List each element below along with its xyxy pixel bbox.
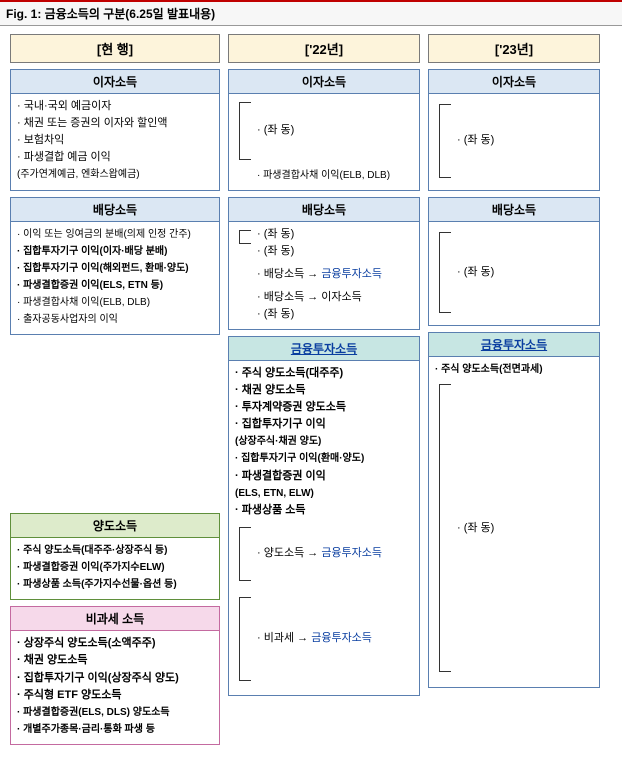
sub-hdr: 배당소득: [229, 198, 419, 222]
item: · (좌 동): [257, 226, 413, 243]
item: · 개별주가종목·금리·통화 파생 등: [17, 721, 213, 738]
item: · 주식형 ETF 양도소득: [17, 687, 213, 704]
column-2023: ['23년] 이자소득 · (좌 동) 배당소득 · (좌 동): [428, 34, 600, 694]
sub-hdr: 금융투자소득: [229, 337, 419, 361]
item: · 투자계약증권 양도소득: [235, 399, 413, 416]
box-body: · (좌 동) · 파생결합사채 이익(ELB, DLB): [229, 94, 419, 190]
same-label: · (좌 동): [457, 264, 494, 281]
item: · 집합투자기구 이익: [235, 416, 413, 433]
item: (주가연계예금, 엔화스왑예금): [17, 166, 213, 183]
header-current: [현 행]: [10, 34, 220, 63]
item: · 주식 양도소득(대주주): [235, 365, 413, 382]
box-invest-mid: 금융투자소득 · 주식 양도소득(대주주) · 채권 양도소득 · 투자계약증권…: [228, 336, 420, 695]
item: · 파생결합사채 이익(ELB, DLB): [257, 167, 413, 184]
box-dividend-right: 배당소득 · (좌 동): [428, 197, 600, 326]
header-2022: ['22년]: [228, 34, 420, 63]
box-body: · 주식 양도소득(전면과세) · (좌 동): [429, 357, 599, 687]
box-invest-right: 금융투자소득 · 주식 양도소득(전면과세) · (좌 동): [428, 332, 600, 688]
item: · 파생상품 소득(주가지수선물·옵션 등): [17, 576, 213, 593]
box-interest-right: 이자소득 · (좌 동): [428, 69, 600, 191]
item: · 파생결합증권(ELS, DLS) 양도소득: [17, 704, 213, 721]
box-dividend-mid: 배당소득 · (좌 동) · (좌 동) · 배당소득 → 금융투자소득 · 배…: [228, 197, 420, 330]
box-body: · 주식 양도소득(대주주·상장주식 등) · 파생결합증권 이익(주가지수EL…: [11, 538, 219, 599]
item: · 집합투자기구 이익(환매·양도): [235, 450, 413, 467]
item: · 집합투자기구 이익(해외펀드, 환매·양도): [17, 260, 213, 277]
item: · 배당소득 → 이자소득: [257, 289, 413, 306]
box-body: · 상장주식 양도소득(소액주주) · 채권 양도소득 · 집합투자기구 이익(…: [11, 631, 219, 743]
item: · 채권 양도소득: [235, 382, 413, 399]
item: · 채권 양도소득: [17, 652, 213, 669]
item: · 채권 또는 증권의 이자와 할인액: [17, 115, 213, 132]
item: · 보험차익: [17, 132, 213, 149]
same-label: · (좌 동): [457, 132, 494, 149]
item: (ELS, ETN, ELW): [235, 485, 413, 502]
item: · 파생결합증권 이익(ELS, ETN 등): [17, 277, 213, 294]
item: · 집합투자기구 이익(이자·배당 분배): [17, 243, 213, 260]
box-body: · 국내·국외 예금이자 · 채권 또는 증권의 이자와 할인액 · 보험차익 …: [11, 94, 219, 190]
box-body: · 주식 양도소득(대주주) · 채권 양도소득 · 투자계약증권 양도소득 ·…: [229, 361, 419, 694]
header-2023: ['23년]: [428, 34, 600, 63]
box-body: · (좌 동) · (좌 동) · 배당소득 → 금융투자소득 · 배당소득 →…: [229, 222, 419, 329]
item: · (좌 동): [257, 306, 413, 323]
item: · 집합투자기구 이익(상장주식 양도): [17, 670, 213, 687]
box-body: · (좌 동): [429, 94, 599, 190]
same-label: · (좌 동): [257, 98, 413, 139]
item: · 상장주식 양도소득(소액주주): [17, 635, 213, 652]
item: · 파생결합 예금 이익: [17, 149, 213, 166]
box-interest-mid: 이자소득 · (좌 동) · 파생결합사채 이익(ELB, DLB): [228, 69, 420, 191]
item: · 출자공동사업자의 이익: [17, 311, 213, 328]
sub-hdr: 이자소득: [429, 70, 599, 94]
item: · 주식 양도소득(대주주·상장주식 등): [17, 542, 213, 559]
column-2022: ['22년] 이자소득 · (좌 동) · 파생결합사채 이익(ELB, DLB…: [228, 34, 420, 702]
box-body: · (좌 동): [429, 222, 599, 325]
item: (상장주식·채권 양도): [235, 433, 413, 450]
item: · 파생결합증권 이익(주가지수ELW): [17, 559, 213, 576]
item: · 국내·국외 예금이자: [17, 98, 213, 115]
box-body: · 이익 또는 잉여금의 분배(의제 인정 간주) · 집합투자기구 이익(이자…: [11, 222, 219, 334]
box-interest-left: 이자소득 · 국내·국외 예금이자 · 채권 또는 증권의 이자와 할인액 · …: [10, 69, 220, 191]
sub-hdr: 배당소득: [11, 198, 219, 222]
same-label: · (좌 동): [457, 520, 494, 537]
item: · 파생결합증권 이익: [235, 468, 413, 485]
item: · 주식 양도소득(전면과세): [435, 361, 593, 378]
item: · 양도소득 → 금융투자소득: [257, 545, 382, 562]
sub-hdr: 배당소득: [429, 198, 599, 222]
sub-hdr: 이자소득: [229, 70, 419, 94]
figure-title: Fig. 1: 금융소득의 구분(6.25일 발표내용): [0, 0, 622, 26]
item: · (좌 동): [257, 243, 413, 260]
box-dividend-left: 배당소득 · 이익 또는 잉여금의 분배(의제 인정 간주) · 집합투자기구 …: [10, 197, 220, 335]
diagram-canvas: [현 행] 이자소득 · 국내·국외 예금이자 · 채권 또는 증권의 이자와 …: [0, 26, 622, 763]
item: · 파생결합사채 이익(ELB, DLB): [17, 294, 213, 311]
item: · 파생상품 소득: [235, 502, 413, 519]
sub-hdr: 양도소득: [11, 514, 219, 538]
column-current: [현 행] 이자소득 · 국내·국외 예금이자 · 채권 또는 증권의 이자와 …: [10, 34, 220, 751]
box-taxfree-left: 비과세 소득 · 상장주식 양도소득(소액주주) · 채권 양도소득 · 집합투…: [10, 606, 220, 744]
item: · 이익 또는 잉여금의 분배(의제 인정 간주): [17, 226, 213, 243]
sub-hdr: 금융투자소득: [429, 333, 599, 357]
sub-hdr: 비과세 소득: [11, 607, 219, 631]
sub-hdr: 이자소득: [11, 70, 219, 94]
item: · 배당소득 → 금융투자소득: [257, 266, 413, 283]
item: · 비과세 → 금융투자소득: [257, 630, 372, 647]
box-transfer-left: 양도소득 · 주식 양도소득(대주주·상장주식 등) · 파생결합증권 이익(주…: [10, 513, 220, 600]
